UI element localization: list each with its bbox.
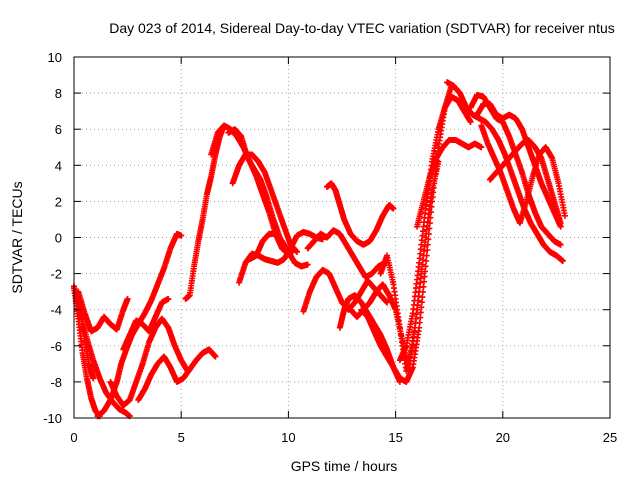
x-tick-label: 10 [281, 430, 295, 445]
x-tick-label: 25 [603, 430, 617, 445]
data-point [416, 319, 423, 326]
data-point [417, 314, 424, 321]
data-point [423, 257, 430, 264]
data-point [384, 299, 391, 306]
data-point [424, 241, 431, 248]
series-group [71, 79, 568, 420]
data-point [293, 248, 300, 255]
data-point [424, 247, 431, 254]
data-point [422, 263, 429, 270]
series-arc-7 [107, 315, 191, 409]
y-tick-label: -10 [43, 411, 62, 426]
x-axis-label: GPS time / hours [291, 458, 398, 474]
series-arc-23 [414, 137, 485, 230]
data-point [178, 232, 185, 239]
data-point [467, 118, 474, 125]
y-tick-label: -6 [50, 339, 62, 354]
data-point [419, 294, 426, 301]
y-tick-label: 10 [48, 50, 62, 65]
data-point [420, 283, 427, 290]
series-arc-17 [323, 180, 397, 248]
y-tick-label: -4 [50, 303, 62, 318]
data-point [417, 309, 424, 316]
data-point [90, 375, 97, 382]
data-point [425, 236, 432, 243]
data-point [426, 220, 433, 227]
data-point [418, 299, 425, 306]
series-arc-5 [94, 230, 185, 420]
series-arc-20 [377, 158, 442, 375]
data-point [428, 203, 435, 210]
series-arc-8 [135, 346, 219, 403]
y-tick-label: -2 [50, 267, 62, 282]
data-point [418, 304, 425, 311]
data-point [304, 261, 311, 268]
y-tick-label: 4 [55, 158, 62, 173]
data-point [419, 288, 426, 295]
data-point [427, 209, 434, 216]
y-tick-label: 0 [55, 231, 62, 246]
chart-title: Day 023 of 2014, Sidereal Day-to-day VTE… [109, 20, 615, 36]
series-arc-22 [396, 93, 474, 364]
data-point [422, 268, 429, 275]
data-point [165, 295, 172, 302]
series-arc-15 [300, 266, 391, 315]
y-tick-label: -8 [50, 375, 62, 390]
y-axis-label: SDTVAR / TECUs [9, 181, 25, 293]
tick-group: 0 5 10 15 20 25 -10 -8 -6 -4 -2 0 2 4 6 8 10 [43, 50, 617, 445]
data-point [421, 273, 428, 280]
data-point [421, 278, 428, 285]
data-point [426, 225, 433, 232]
series-arc-9 [182, 122, 228, 302]
data-point [124, 295, 131, 302]
data-point [390, 205, 397, 212]
x-tick-label: 20 [496, 430, 510, 445]
y-tick-label: 8 [55, 86, 62, 101]
x-tick-label: 0 [70, 430, 77, 445]
series-arc-14 [246, 230, 311, 270]
data-point [416, 324, 423, 331]
x-tick-label: 5 [178, 430, 185, 445]
data-point [423, 252, 430, 259]
series-arc-16 [304, 227, 388, 281]
y-tick-label: 6 [55, 122, 62, 137]
series-arc-6 [120, 295, 172, 353]
data-point [212, 353, 219, 360]
x-tick-label: 15 [388, 430, 402, 445]
data-point [425, 230, 432, 237]
y-tick-label: 2 [55, 194, 62, 209]
data-point [427, 214, 434, 221]
